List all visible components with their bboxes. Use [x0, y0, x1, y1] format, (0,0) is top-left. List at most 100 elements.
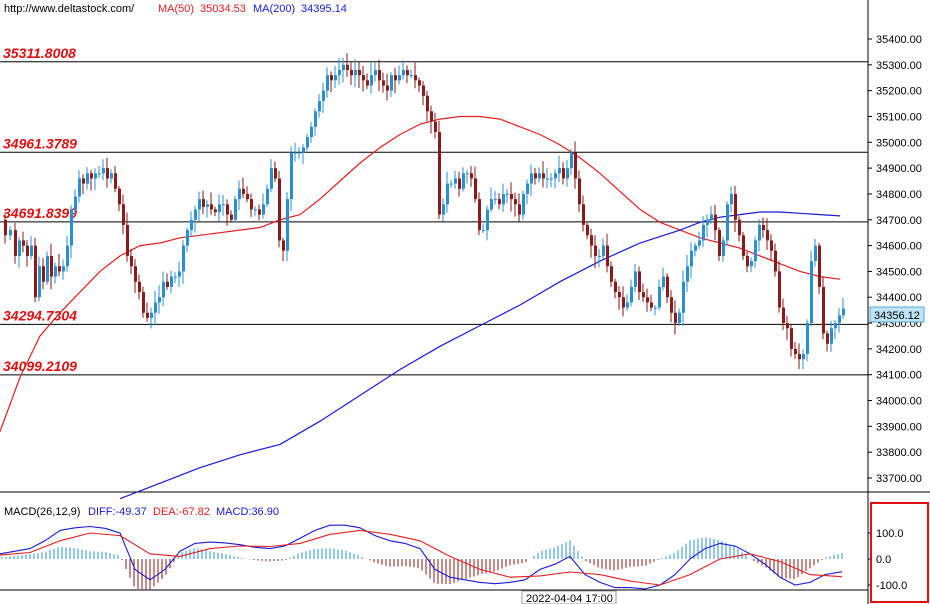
bull-candle [342, 64, 345, 70]
bull-candle [806, 323, 809, 355]
bull-candle [842, 308, 845, 316]
bull-candle [238, 188, 241, 200]
bull-candle [706, 219, 709, 225]
bear-candle [130, 255, 133, 267]
bull-candle [726, 204, 729, 241]
price-axis: 33700.00 33800.00 33900.00 34000.00 34100.00… [868, 34, 922, 485]
bear-candle [134, 266, 137, 282]
bear-candle [562, 168, 565, 179]
bear-candle [822, 286, 825, 334]
bear-candle [818, 245, 821, 287]
macd-diff: DIFF:-49.37 [88, 506, 147, 518]
bear-candle [646, 297, 649, 303]
bull-candle [78, 178, 81, 197]
ma200-value: 34395.14 [301, 3, 347, 15]
bear-candle [42, 266, 45, 282]
bull-candle [838, 315, 841, 324]
bull-candle [150, 312, 153, 318]
bull-candle [234, 199, 237, 220]
bull-candle [558, 168, 561, 174]
bear-candle [594, 245, 597, 256]
bull-candle [70, 209, 73, 246]
bull-candle [690, 250, 693, 267]
bear-candle [510, 193, 513, 200]
bear-candle [242, 188, 245, 194]
bull-candle [314, 111, 317, 127]
bull-candle [538, 173, 541, 179]
bear-candle [778, 271, 781, 308]
bear-candle [650, 302, 653, 308]
bear-candle [826, 333, 829, 344]
bull-candle [410, 75, 413, 77]
bear-candle [666, 276, 669, 298]
bear-candle [138, 281, 141, 293]
bear-candle [762, 224, 765, 231]
bull-candle [570, 152, 573, 169]
bull-candle [310, 126, 313, 138]
bull-candle [302, 147, 305, 153]
bull-candle [402, 69, 405, 76]
bull-candle [722, 240, 725, 256]
bull-candle [490, 199, 493, 210]
bull-candle [158, 297, 161, 303]
bull-candle [686, 266, 689, 282]
bull-candle [526, 183, 529, 194]
bull-candle [186, 230, 189, 246]
bear-candle [714, 214, 717, 231]
bull-candle [198, 199, 201, 210]
bear-candle [362, 75, 365, 81]
bear-candle [250, 199, 253, 210]
bull-candle [502, 193, 505, 205]
bull-candle [154, 302, 157, 313]
price-tick-label: 34500.00 [876, 266, 922, 278]
bear-candle [770, 240, 773, 251]
bear-candle [414, 75, 417, 81]
macd-axis-highlight [870, 502, 929, 603]
bear-candle [426, 95, 429, 112]
ma50-line [0, 115, 841, 432]
bull-candle [102, 168, 105, 174]
bull-candle [354, 69, 357, 76]
ma200-line [119, 211, 841, 500]
bear-candle [578, 178, 581, 205]
price-tick-label: 34900.00 [876, 163, 922, 175]
bear-candle [26, 245, 29, 256]
bull-candle [182, 245, 185, 272]
bear-candle [278, 178, 281, 241]
bull-candle [550, 178, 553, 180]
bull-candle [370, 75, 373, 86]
bear-candle [394, 75, 397, 81]
bear-candle [518, 204, 521, 215]
bear-candle [798, 354, 801, 360]
price-tick-label: 33900.00 [876, 421, 922, 433]
bull-candle [634, 271, 637, 287]
bull-candle [398, 75, 401, 81]
price-tick-label: 33700.00 [876, 473, 922, 485]
source-url[interactable]: http://www.deltastock.com/ [4, 3, 135, 15]
bear-candle [246, 193, 249, 200]
bull-candle [318, 100, 321, 112]
bull-candle [554, 173, 557, 179]
bear-candle [166, 281, 169, 287]
price-tick-label: 35000.00 [876, 137, 922, 149]
bull-candle [18, 240, 21, 256]
bear-candle [746, 255, 749, 267]
level-label: 35311.8008 [3, 45, 76, 61]
bear-candle [330, 75, 333, 81]
bear-candle [350, 69, 353, 76]
bear-candle [422, 85, 425, 96]
bear-candle [50, 255, 53, 277]
bull-candle [814, 245, 817, 262]
bear-candle [790, 328, 793, 349]
macd-tick-label: 100.0 [876, 528, 904, 540]
bear-candle [122, 204, 125, 225]
bear-candle [418, 80, 421, 86]
bull-candle [262, 204, 265, 215]
bull-candle [338, 69, 341, 76]
bull-candle [450, 183, 453, 185]
bull-candle [190, 219, 193, 231]
bear-candle [618, 292, 621, 298]
time-label: 2022-04-04 17:00 [526, 593, 613, 604]
